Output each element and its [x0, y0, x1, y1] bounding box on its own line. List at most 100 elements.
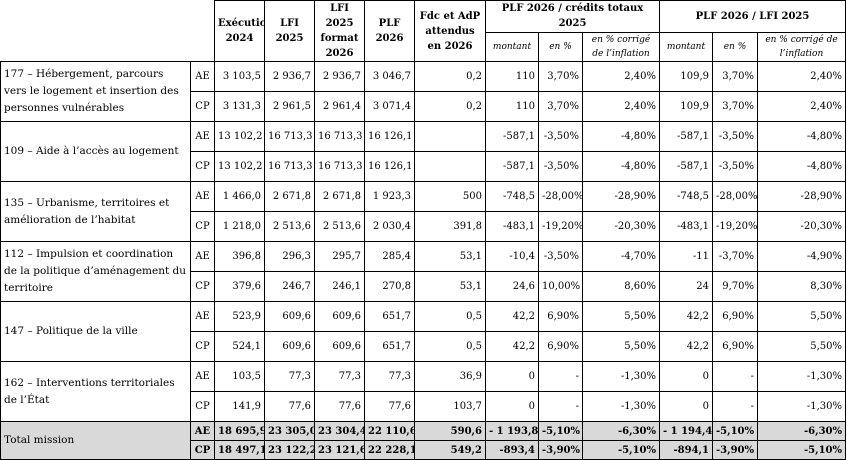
cell-montant-lfi: -587,1 — [659, 151, 713, 182]
cell-execution-2024: 524,1 — [214, 331, 265, 362]
cell-pct-infl-credits: -20,30% — [582, 211, 660, 242]
cell-pct-credits: 3,70% — [538, 91, 583, 122]
cell-lfi-2025: 16 713,3 — [264, 151, 315, 182]
row-type: CP — [190, 271, 215, 302]
cell-pct-infl-credits: 5,50% — [582, 331, 660, 362]
cell-pct-infl-lfi: 2,40% — [757, 61, 846, 92]
cell-pct-credits: -3,50% — [538, 121, 583, 152]
row-type: AE — [190, 421, 215, 441]
cell-montant-credits: -893,4 — [485, 440, 539, 460]
cell-pct-lfi: 3,70% — [712, 91, 758, 122]
row-type: AE — [190, 61, 215, 92]
cell-pct-credits: 6,90% — [538, 301, 583, 332]
cell-execution-2024: 13 102,2 — [214, 151, 265, 182]
header-row-main: Exécution 2024 LFI 2025 LFI 2025 format … — [0, 0, 846, 62]
cell-pct-credits: -28,00% — [538, 181, 583, 212]
cell-lfi-2025-format-2026: 77,3 — [314, 361, 365, 392]
cell-lfi-2025-format-2026: 609,6 — [314, 301, 365, 332]
cell-montant-lfi: 42,2 — [659, 331, 713, 362]
cell-plf-2026: 270,8 — [364, 271, 415, 302]
cell-fdc-adp: 0,2 — [414, 91, 486, 122]
cell-pct-infl-credits: 2,40% — [582, 91, 660, 122]
programme-label: 112 – Impulsion et coordination de la po… — [0, 241, 191, 302]
programme-label: 147 – Politique de la ville — [0, 301, 191, 362]
cell-lfi-2025-format-2026: 246,1 — [314, 271, 365, 302]
row-type: AE — [190, 121, 215, 152]
cell-plf-2026: 2 030,4 — [364, 211, 415, 242]
cell-pct-infl-lfi: -1,30% — [757, 391, 846, 422]
cell-lfi-2025: 609,6 — [264, 301, 315, 332]
table-row: 112 – Impulsion et coordination de la po… — [0, 241, 846, 302]
row-type: CP — [190, 391, 215, 422]
row-type: CP — [190, 91, 215, 122]
header-montant: montant — [485, 31, 539, 63]
cell-lfi-2025-format-2026: 295,7 — [314, 241, 365, 272]
cell-pct-infl-credits: -1,30% — [582, 391, 660, 422]
cell-fdc-adp: 0,2 — [414, 61, 486, 92]
cell-lfi-2025: 296,3 — [264, 241, 315, 272]
cell-fdc-adp — [414, 121, 486, 152]
cell-execution-2024: 379,6 — [214, 271, 265, 302]
header-row-sub: montant en % en % corrigé de l’inflation… — [1, 31, 846, 63]
cell-montant-credits: 24,6 — [485, 271, 539, 302]
cell-lfi-2025: 2 961,5 — [264, 91, 315, 122]
cell-montant-credits: 0 — [485, 391, 539, 422]
header-fdc-adp: Fdc et AdP attendus en 2026 — [414, 0, 486, 62]
cell-lfi-2025: 23 122,2 — [264, 440, 315, 460]
header-execution-2024: Exécution 2024 — [214, 0, 265, 62]
cell-lfi-2025-format-2026: 16 713,3 — [314, 121, 365, 152]
cell-pct-infl-credits: -28,90% — [582, 181, 660, 212]
header-group-credits-totaux: PLF 2026 / crédits totaux 2025 — [485, 0, 660, 33]
cell-montant-credits: -587,1 — [485, 121, 539, 152]
cell-lfi-2025-format-2026: 2 513,6 — [314, 211, 365, 242]
cell-fdc-adp: 53,1 — [414, 241, 486, 272]
table-row: 162 – Interventions territoriales de l’É… — [0, 361, 846, 422]
cell-montant-credits: -587,1 — [485, 151, 539, 182]
cell-pct-credits: -5,10% — [538, 421, 583, 441]
row-type: CP — [190, 331, 215, 362]
cell-fdc-adp: 590,6 — [414, 421, 486, 441]
cell-execution-2024: 103,5 — [214, 361, 265, 392]
row-type: CP — [190, 440, 215, 460]
cell-pct-lfi: 3,70% — [712, 61, 758, 92]
cell-fdc-adp: 0,5 — [414, 301, 486, 332]
cell-lfi-2025-format-2026: 23 304,4 — [314, 421, 365, 441]
cell-montant-lfi: -483,1 — [659, 211, 713, 242]
cell-montant-credits: 42,2 — [485, 331, 539, 362]
total-label: Total mission — [0, 421, 191, 460]
cell-fdc-adp — [414, 151, 486, 182]
row-type: AE — [190, 361, 215, 392]
table-row: CP 1 218,0 2 513,6 2 513,6 2 030,4 391,8 -483,… — [1, 211, 846, 242]
cell-plf-2026: 1 923,3 — [364, 181, 415, 212]
cell-execution-2024: 18 695,9 — [214, 421, 265, 441]
table-body: 177 – Hébergement, parcours vers le loge… — [0, 61, 846, 460]
cell-fdc-adp: 36,9 — [414, 361, 486, 392]
cell-lfi-2025-format-2026: 16 713,3 — [314, 151, 365, 182]
cell-pct-credits: -3,50% — [538, 241, 583, 272]
cell-plf-2026: 77,3 — [364, 361, 415, 392]
cell-execution-2024: 13 102,2 — [214, 121, 265, 152]
header-corner — [0, 0, 215, 62]
programme-label: 177 – Hébergement, parcours vers le loge… — [0, 61, 191, 122]
cell-pct-infl-credits: 8,60% — [582, 271, 660, 302]
cell-montant-lfi: 109,9 — [659, 91, 713, 122]
header-lfi-2025: LFI 2025 — [264, 0, 315, 62]
cell-pct-lfi: -3,70% — [712, 241, 758, 272]
cell-montant-credits: -10,4 — [485, 241, 539, 272]
header-pct: en % — [712, 31, 758, 63]
cell-pct-infl-credits: -6,30% — [582, 421, 660, 441]
cell-fdc-adp: 391,8 — [414, 211, 486, 242]
table-row: 147 – Politique de la ville AE 523,9 609,6 6… — [0, 301, 846, 362]
cell-plf-2026: 22 228,1 — [364, 440, 415, 460]
cell-lfi-2025: 23 305,0 — [264, 421, 315, 441]
cell-pct-infl-credits: -4,70% — [582, 241, 660, 272]
cell-pct-lfi: -3,50% — [712, 151, 758, 182]
cell-lfi-2025-format-2026: 609,6 — [314, 331, 365, 362]
cell-montant-credits: 110 — [485, 91, 539, 122]
cell-pct-lfi: - — [712, 361, 758, 392]
cell-pct-infl-lfi: 5,50% — [757, 331, 846, 362]
cell-lfi-2025: 77,6 — [264, 391, 315, 422]
cell-pct-infl-lfi: -5,10% — [757, 440, 846, 460]
cell-pct-infl-lfi: 2,40% — [757, 91, 846, 122]
cell-execution-2024: 1 466,0 — [214, 181, 265, 212]
